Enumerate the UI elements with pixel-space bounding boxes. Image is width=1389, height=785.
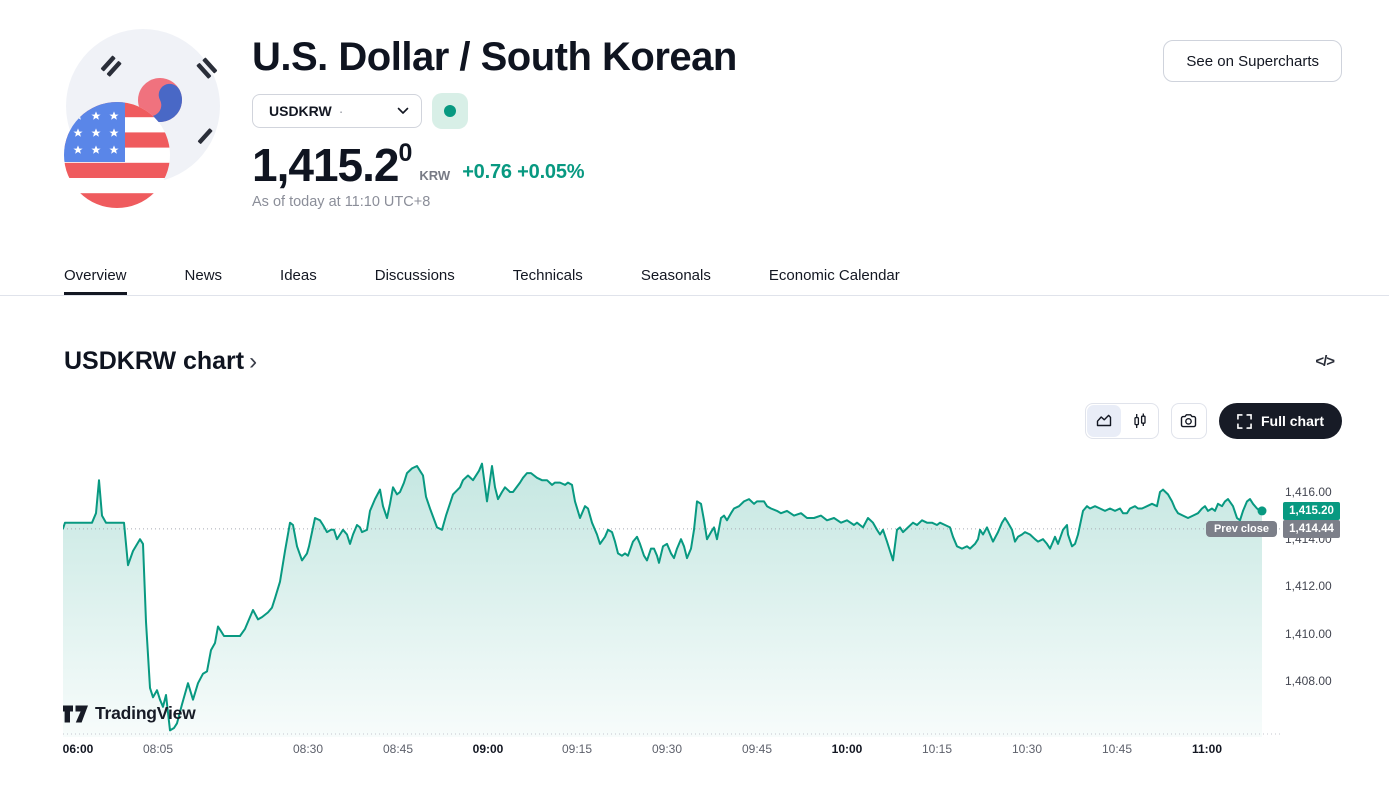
chart-type-segmented-control xyxy=(1084,403,1159,439)
tab-news[interactable]: News xyxy=(184,267,223,284)
tradingview-logo-icon xyxy=(63,705,88,722)
chart-section-link[interactable]: USDKRW chart › xyxy=(64,347,257,376)
full-chart-label: Full chart xyxy=(1260,413,1324,429)
chart-toolbar: Full chart xyxy=(0,403,1389,439)
tab-ideas[interactable]: Ideas xyxy=(280,267,317,284)
y-axis-label: 1,412.00 xyxy=(1285,579,1332,594)
chevron-down-icon xyxy=(397,107,409,115)
x-axis-label: 09:00 xyxy=(472,742,504,756)
camera-icon xyxy=(1181,413,1197,427)
chart-section-head: USDKRW chart › </> xyxy=(0,346,1389,376)
embed-code-icon[interactable]: </> xyxy=(1315,352,1335,370)
tab-bar: Overview News Ideas Discussions Technicals Se… xyxy=(0,258,1389,296)
symbol-dropdown[interactable]: USDKRW · xyxy=(252,94,422,128)
last-price: 1,415.2 xyxy=(252,139,399,191)
price-row: 1,415.2 0 KRW +0.76 +0.05% xyxy=(252,139,1389,191)
price-line xyxy=(63,462,1263,732)
x-axis-label: 10:45 xyxy=(1101,742,1133,756)
price-timestamp: As of today at 11:10 UTC+8 xyxy=(252,194,431,211)
currency-pair-flags xyxy=(64,29,220,208)
x-axis-label: 11:00 xyxy=(1191,742,1223,756)
fullscreen-icon xyxy=(1237,413,1252,429)
us-flag-icon xyxy=(64,102,170,208)
y-axis-label: 1,408.00 xyxy=(1285,673,1332,688)
x-axis-label: 10:15 xyxy=(921,742,953,756)
area-chart-icon xyxy=(1096,414,1112,427)
chart-canvas[interactable] xyxy=(63,460,1280,737)
price-chart: 1,416.00 1,414.00 1,412.00 1,410.00 1,408.00… xyxy=(0,460,1389,770)
y-axis-label: 1,410.00 xyxy=(1285,626,1332,641)
area-chart-type-button[interactable] xyxy=(1086,405,1121,437)
x-axis-label: 09:45 xyxy=(741,742,773,756)
tab-technicals[interactable]: Technicals xyxy=(512,267,583,284)
x-axis-label: 08:30 xyxy=(292,742,324,756)
symbol-separator: · xyxy=(338,103,344,119)
tradingview-watermark[interactable]: TradingView xyxy=(63,703,196,724)
price-currency: KRW xyxy=(419,168,451,184)
y-axis-label: 1,416.00 xyxy=(1285,485,1332,499)
tab-discussions[interactable]: Discussions xyxy=(374,267,455,284)
tab-overview[interactable]: Overview xyxy=(64,258,127,295)
see-on-supercharts-button[interactable]: See on Supercharts xyxy=(1163,40,1342,82)
x-axis-label: 09:15 xyxy=(561,742,593,756)
chart-section-title: USDKRW chart xyxy=(64,346,245,375)
chevron-right-icon: › xyxy=(249,348,258,375)
market-open-dot-icon xyxy=(444,105,456,117)
full-chart-button[interactable]: Full chart xyxy=(1218,403,1342,439)
x-axis-label: 08:05 xyxy=(142,742,174,756)
symbol-dropdown-value: USDKRW xyxy=(269,103,332,119)
x-axis-label: 08:45 xyxy=(382,742,414,756)
last-price-dot xyxy=(1257,506,1267,516)
area-fill xyxy=(63,463,1262,737)
candlestick-icon xyxy=(1134,413,1146,428)
candlestick-chart-type-button[interactable] xyxy=(1122,404,1158,438)
current-price-badge: 1,415.20 xyxy=(1283,501,1340,520)
snapshot-button[interactable] xyxy=(1170,403,1207,439)
x-axis-label: 10:00 xyxy=(831,742,863,756)
x-axis-label: 06:00 xyxy=(62,742,94,756)
x-axis-label: 10:30 xyxy=(1011,742,1043,756)
price-change: +0.76 +0.05% xyxy=(462,161,585,184)
x-axis-label: 09:30 xyxy=(651,742,683,756)
page-title: U.S. Dollar / South Korean xyxy=(252,35,737,79)
symbol-header: U.S. Dollar / South Korean USDKRW · 1,41… xyxy=(0,0,1389,250)
tab-seasonals[interactable]: Seasonals xyxy=(640,267,711,284)
market-status-button[interactable] xyxy=(432,93,468,129)
last-price-superscript: 0 xyxy=(398,139,413,167)
tradingview-watermark-text: TradingView xyxy=(95,703,196,723)
prev-close-flag: Prev close xyxy=(1205,520,1277,537)
prev-close-badge: 1,414.44 xyxy=(1283,519,1340,538)
tab-economic-calendar[interactable]: Economic Calendar xyxy=(768,267,900,284)
